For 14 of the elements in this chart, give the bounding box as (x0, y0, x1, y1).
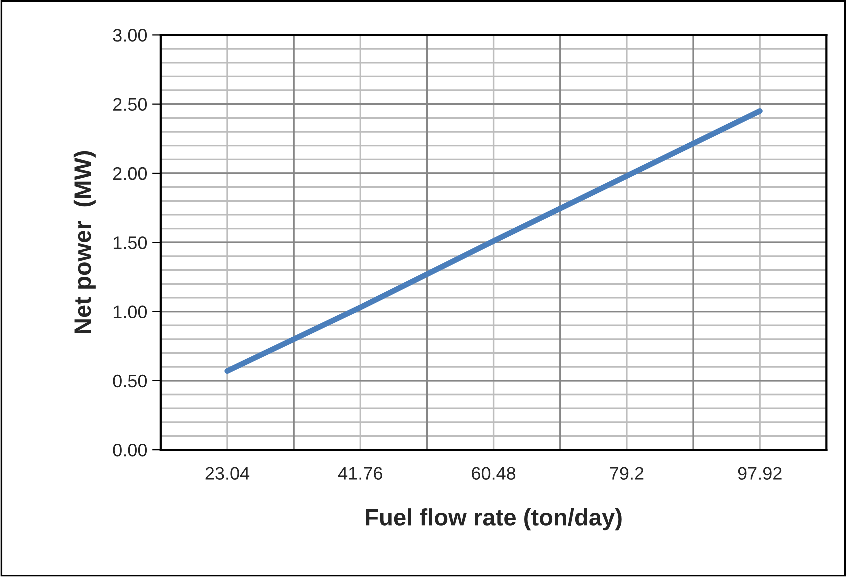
y-tick-label: 2.00 (114, 167, 148, 180)
y-tick-label: 2.50 (114, 98, 148, 112)
y-tick-label: 3.00 (113, 29, 148, 42)
y-tick-label: 0.50 (113, 374, 148, 388)
x-tick-label: 60.48 (472, 467, 516, 480)
y-tick-label: 1.50 (114, 236, 148, 250)
x-tick-label: 97.92 (738, 467, 782, 480)
x-tick-label: 41.76 (338, 467, 382, 480)
y-axis-title: Net power (MW) (74, 151, 96, 334)
x-axis-title: Fuel flow rate (ton/day) (366, 508, 622, 531)
y-tick-label: 1.00 (114, 306, 148, 318)
y-tick-label: 0.00 (113, 444, 148, 457)
x-tick-label: 23.04 (206, 467, 250, 480)
x-tick-label: 79.2 (610, 467, 644, 480)
